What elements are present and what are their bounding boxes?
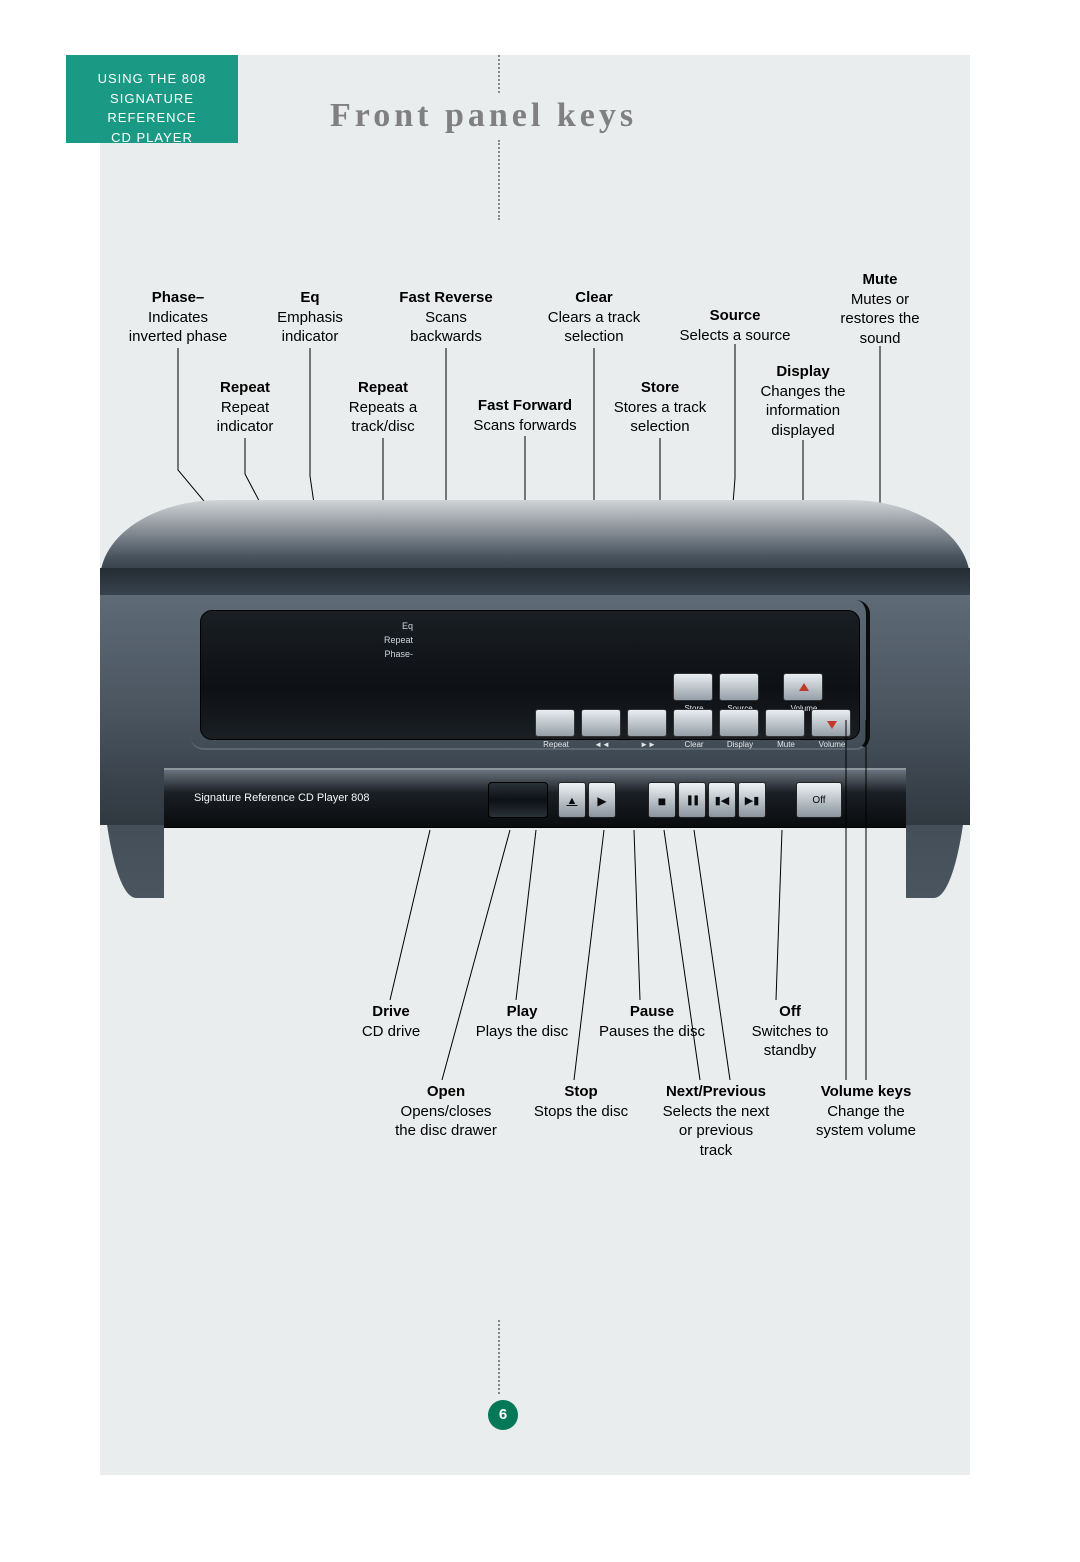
label-off-title: Off — [779, 1003, 801, 1020]
label-stop-desc: Stops the disc — [534, 1103, 628, 1120]
label-play-title: Play — [507, 1003, 538, 1020]
label-drive-title: Drive — [372, 1003, 410, 1020]
label-off: Off Switches to standby — [730, 1002, 850, 1061]
label-play-desc: Plays the disc — [476, 1023, 569, 1040]
label-drive: Drive CD drive — [336, 1002, 446, 1041]
label-nextprev-desc: Selects the next or previous track — [663, 1103, 770, 1159]
label-off-desc: Switches to standby — [752, 1023, 829, 1060]
label-play: Play Plays the disc — [462, 1002, 582, 1041]
label-pause-desc: Pauses the disc — [599, 1023, 705, 1040]
label-nextprev: Next/Previous Selects the next or previo… — [636, 1082, 796, 1160]
label-pause: Pause Pauses the disc — [582, 1002, 722, 1041]
label-volume-desc: Change the system volume — [816, 1103, 916, 1140]
page-number: 6 — [488, 1400, 518, 1430]
label-volume-title: Volume keys — [821, 1083, 912, 1100]
label-pause-title: Pause — [630, 1003, 674, 1020]
label-open-desc: Opens/closes the disc drawer — [395, 1103, 497, 1140]
label-open: Open Opens/closes the disc drawer — [376, 1082, 516, 1141]
label-stop-title: Stop — [564, 1083, 597, 1100]
label-nextprev-title: Next/Previous — [666, 1083, 766, 1100]
label-stop: Stop Stops the disc — [516, 1082, 646, 1121]
label-open-title: Open — [427, 1083, 465, 1100]
label-drive-desc: CD drive — [362, 1023, 420, 1040]
label-volume: Volume keys Change the system volume — [796, 1082, 936, 1141]
dotted-divider-bottom — [498, 1320, 500, 1394]
